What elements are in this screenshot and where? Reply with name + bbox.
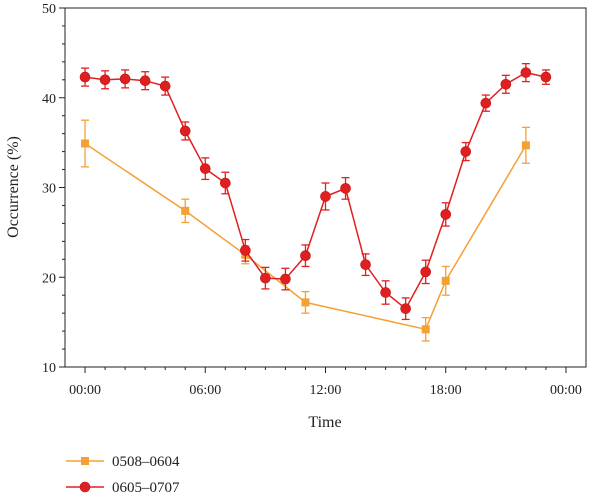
x-tick-label: 00:00 <box>69 383 101 398</box>
data-point <box>521 141 530 150</box>
data-point <box>181 206 190 215</box>
data-point <box>199 163 211 174</box>
data-point <box>360 259 371 270</box>
data-point <box>460 146 472 157</box>
x-tick-label: 06:00 <box>189 383 221 398</box>
x-axis-tick-labels: 00:00 06:00 12:00 18:00 00:00 <box>69 383 582 398</box>
data-point <box>81 139 90 148</box>
data-point <box>320 191 331 202</box>
y-axis-tick-labels: 10 20 30 40 50 <box>42 2 56 376</box>
data-point <box>441 276 450 285</box>
data-point <box>99 74 111 86</box>
data-point <box>220 177 231 189</box>
data-point <box>119 73 131 85</box>
legend: 0508–0604 0605–0707 <box>66 454 180 494</box>
y-axis-title: Occurrence (%) <box>5 136 22 238</box>
legend-item: 0605–0707 <box>66 480 180 494</box>
data-point <box>400 303 411 314</box>
data-point <box>340 183 351 194</box>
data-point <box>500 78 512 90</box>
data-point <box>440 209 452 220</box>
y-tick-label: 40 <box>42 92 56 107</box>
legend-marker <box>81 457 89 465</box>
data-point <box>139 75 151 86</box>
axis-ticks <box>59 7 567 373</box>
legend-marker <box>79 481 91 493</box>
y-tick-label: 20 <box>42 271 56 286</box>
series-2 <box>79 62 552 321</box>
series-layer <box>79 62 552 342</box>
data-point <box>520 67 532 78</box>
legend-label: 0605–0707 <box>112 480 180 494</box>
data-point <box>260 272 271 284</box>
data-point <box>159 80 171 92</box>
data-point <box>300 250 311 262</box>
data-point <box>79 71 91 83</box>
x-tick-label: 12:00 <box>310 383 342 398</box>
y-tick-label: 30 <box>42 182 56 197</box>
data-point <box>280 273 291 285</box>
legend-item: 0508–0604 <box>66 454 180 470</box>
x-tick-label: 00:00 <box>550 383 582 398</box>
data-point <box>420 266 431 278</box>
y-tick-label: 50 <box>42 2 56 17</box>
x-axis-title: Time <box>308 414 341 431</box>
data-point <box>301 298 310 307</box>
y-tick-label: 10 <box>42 361 56 376</box>
data-point <box>480 97 492 109</box>
x-tick-label: 18:00 <box>430 383 462 398</box>
legend-label: 0508–0604 <box>112 454 180 470</box>
data-point <box>540 71 552 83</box>
data-point <box>179 125 191 137</box>
data-point <box>240 245 251 256</box>
data-point <box>380 287 391 298</box>
data-point <box>421 325 430 334</box>
